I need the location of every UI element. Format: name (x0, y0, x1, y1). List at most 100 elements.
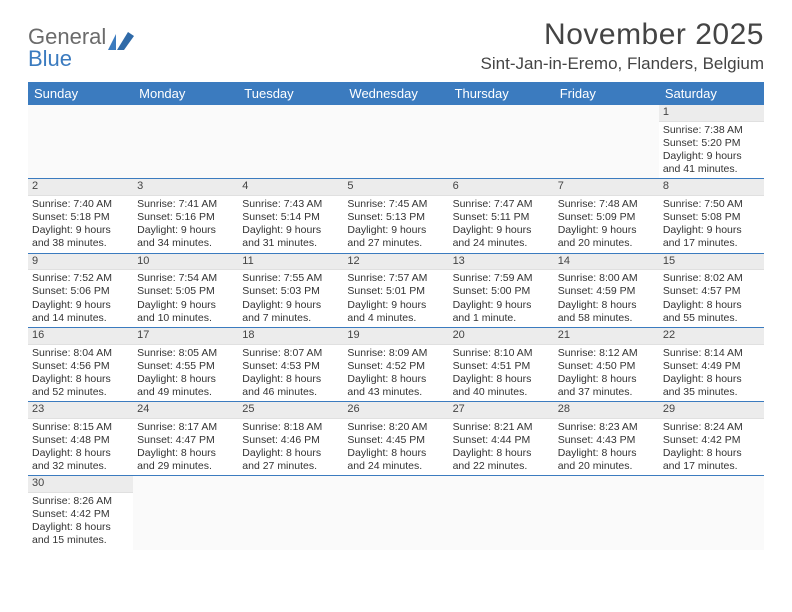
day-cell: 22Sunrise: 8:14 AMSunset: 4:49 PMDayligh… (659, 327, 764, 401)
day-number: 28 (554, 402, 659, 419)
calendar-row: 1Sunrise: 7:38 AMSunset: 5:20 PMDaylight… (28, 105, 764, 179)
day-details: Sunrise: 7:48 AMSunset: 5:09 PMDaylight:… (554, 196, 659, 253)
calendar-table: SundayMondayTuesdayWednesdayThursdayFrid… (28, 82, 764, 550)
day-details: Sunrise: 8:02 AMSunset: 4:57 PMDaylight:… (659, 270, 764, 327)
day-number: 25 (238, 402, 343, 419)
day-details: Sunrise: 7:43 AMSunset: 5:14 PMDaylight:… (238, 196, 343, 253)
day-cell: 20Sunrise: 8:10 AMSunset: 4:51 PMDayligh… (449, 327, 554, 401)
day-cell: 16Sunrise: 8:04 AMSunset: 4:56 PMDayligh… (28, 327, 133, 401)
day-number: 27 (449, 402, 554, 419)
day-cell: 27Sunrise: 8:21 AMSunset: 4:44 PMDayligh… (449, 402, 554, 476)
empty-cell (238, 105, 343, 179)
day-details: Sunrise: 7:47 AMSunset: 5:11 PMDaylight:… (449, 196, 554, 253)
empty-cell (343, 105, 448, 179)
day-cell: 25Sunrise: 8:18 AMSunset: 4:46 PMDayligh… (238, 402, 343, 476)
weekday-header: Friday (554, 82, 659, 105)
day-number: 22 (659, 328, 764, 345)
day-cell: 11Sunrise: 7:55 AMSunset: 5:03 PMDayligh… (238, 253, 343, 327)
day-number: 5 (343, 179, 448, 196)
day-details: Sunrise: 8:14 AMSunset: 4:49 PMDaylight:… (659, 345, 764, 402)
day-details: Sunrise: 8:12 AMSunset: 4:50 PMDaylight:… (554, 345, 659, 402)
logo: General Blue (28, 26, 134, 70)
day-cell: 23Sunrise: 8:15 AMSunset: 4:48 PMDayligh… (28, 402, 133, 476)
day-cell: 9Sunrise: 7:52 AMSunset: 5:06 PMDaylight… (28, 253, 133, 327)
day-cell: 7Sunrise: 7:48 AMSunset: 5:09 PMDaylight… (554, 179, 659, 253)
day-number: 12 (343, 254, 448, 271)
weekday-header: Saturday (659, 82, 764, 105)
day-details: Sunrise: 8:04 AMSunset: 4:56 PMDaylight:… (28, 345, 133, 402)
weekday-header: Thursday (449, 82, 554, 105)
logo-text: General Blue (28, 26, 106, 70)
day-number: 2 (28, 179, 133, 196)
day-details: Sunrise: 7:57 AMSunset: 5:01 PMDaylight:… (343, 270, 448, 327)
day-number: 7 (554, 179, 659, 196)
day-number: 14 (554, 254, 659, 271)
day-number: 18 (238, 328, 343, 345)
weekday-header: Wednesday (343, 82, 448, 105)
day-details: Sunrise: 7:45 AMSunset: 5:13 PMDaylight:… (343, 196, 448, 253)
day-details: Sunrise: 8:07 AMSunset: 4:53 PMDaylight:… (238, 345, 343, 402)
weekday-header: Monday (133, 82, 238, 105)
calendar-row: 16Sunrise: 8:04 AMSunset: 4:56 PMDayligh… (28, 327, 764, 401)
day-number: 1 (659, 105, 764, 122)
empty-cell (554, 476, 659, 550)
calendar-row: 2Sunrise: 7:40 AMSunset: 5:18 PMDaylight… (28, 179, 764, 253)
day-cell: 28Sunrise: 8:23 AMSunset: 4:43 PMDayligh… (554, 402, 659, 476)
title-block: November 2025 Sint-Jan-in-Eremo, Flander… (481, 18, 764, 74)
calendar-body: 1Sunrise: 7:38 AMSunset: 5:20 PMDaylight… (28, 105, 764, 550)
empty-cell (133, 476, 238, 550)
day-details: Sunrise: 8:10 AMSunset: 4:51 PMDaylight:… (449, 345, 554, 402)
day-number: 8 (659, 179, 764, 196)
empty-cell (238, 476, 343, 550)
day-number: 3 (133, 179, 238, 196)
day-number: 23 (28, 402, 133, 419)
day-number: 6 (449, 179, 554, 196)
day-details: Sunrise: 8:20 AMSunset: 4:45 PMDaylight:… (343, 419, 448, 476)
day-cell: 8Sunrise: 7:50 AMSunset: 5:08 PMDaylight… (659, 179, 764, 253)
day-cell: 26Sunrise: 8:20 AMSunset: 4:45 PMDayligh… (343, 402, 448, 476)
header: General Blue November 2025 Sint-Jan-in-E… (28, 18, 764, 74)
day-details: Sunrise: 8:21 AMSunset: 4:44 PMDaylight:… (449, 419, 554, 476)
day-details: Sunrise: 7:50 AMSunset: 5:08 PMDaylight:… (659, 196, 764, 253)
day-number: 17 (133, 328, 238, 345)
day-cell: 3Sunrise: 7:41 AMSunset: 5:16 PMDaylight… (133, 179, 238, 253)
day-cell: 17Sunrise: 8:05 AMSunset: 4:55 PMDayligh… (133, 327, 238, 401)
day-details: Sunrise: 7:54 AMSunset: 5:05 PMDaylight:… (133, 270, 238, 327)
day-number: 19 (343, 328, 448, 345)
logo-part2: Blue (28, 46, 72, 71)
day-number: 29 (659, 402, 764, 419)
day-number: 15 (659, 254, 764, 271)
location: Sint-Jan-in-Eremo, Flanders, Belgium (481, 54, 764, 74)
day-number: 11 (238, 254, 343, 271)
calendar-row: 30Sunrise: 8:26 AMSunset: 4:42 PMDayligh… (28, 476, 764, 550)
day-cell: 5Sunrise: 7:45 AMSunset: 5:13 PMDaylight… (343, 179, 448, 253)
day-details: Sunrise: 7:40 AMSunset: 5:18 PMDaylight:… (28, 196, 133, 253)
empty-cell (343, 476, 448, 550)
empty-cell (28, 105, 133, 179)
empty-cell (554, 105, 659, 179)
weekday-header: Sunday (28, 82, 133, 105)
day-number: 13 (449, 254, 554, 271)
day-details: Sunrise: 7:41 AMSunset: 5:16 PMDaylight:… (133, 196, 238, 253)
day-number: 20 (449, 328, 554, 345)
day-details: Sunrise: 7:52 AMSunset: 5:06 PMDaylight:… (28, 270, 133, 327)
day-cell: 18Sunrise: 8:07 AMSunset: 4:53 PMDayligh… (238, 327, 343, 401)
day-details: Sunrise: 8:24 AMSunset: 4:42 PMDaylight:… (659, 419, 764, 476)
day-cell: 12Sunrise: 7:57 AMSunset: 5:01 PMDayligh… (343, 253, 448, 327)
empty-cell (449, 105, 554, 179)
empty-cell (449, 476, 554, 550)
day-details: Sunrise: 7:38 AMSunset: 5:20 PMDaylight:… (659, 122, 764, 179)
day-details: Sunrise: 7:55 AMSunset: 5:03 PMDaylight:… (238, 270, 343, 327)
day-details: Sunrise: 8:09 AMSunset: 4:52 PMDaylight:… (343, 345, 448, 402)
calendar-page: General Blue November 2025 Sint-Jan-in-E… (0, 0, 792, 550)
calendar-row: 23Sunrise: 8:15 AMSunset: 4:48 PMDayligh… (28, 402, 764, 476)
page-title: November 2025 (481, 18, 764, 52)
day-number: 9 (28, 254, 133, 271)
day-number: 21 (554, 328, 659, 345)
day-cell: 4Sunrise: 7:43 AMSunset: 5:14 PMDaylight… (238, 179, 343, 253)
day-cell: 13Sunrise: 7:59 AMSunset: 5:00 PMDayligh… (449, 253, 554, 327)
day-details: Sunrise: 8:18 AMSunset: 4:46 PMDaylight:… (238, 419, 343, 476)
day-details: Sunrise: 8:00 AMSunset: 4:59 PMDaylight:… (554, 270, 659, 327)
day-cell: 21Sunrise: 8:12 AMSunset: 4:50 PMDayligh… (554, 327, 659, 401)
day-number: 16 (28, 328, 133, 345)
